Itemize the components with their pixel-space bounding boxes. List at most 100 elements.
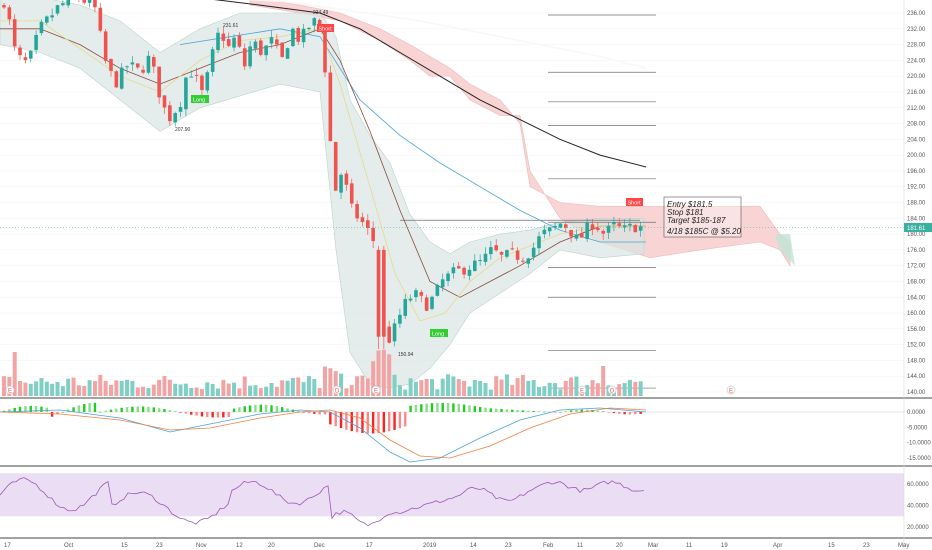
candle-body <box>66 0 70 6</box>
candle-body <box>633 225 638 233</box>
macd-hist-bar <box>511 409 514 412</box>
volume-bar <box>360 375 365 396</box>
macd-hist-bar <box>99 411 102 413</box>
volume-bar <box>125 379 130 396</box>
candle-body <box>18 47 22 56</box>
candle-body <box>248 46 252 67</box>
volume-bar <box>82 385 87 396</box>
macd-hist-bar <box>585 409 589 412</box>
volume-bar <box>317 388 322 396</box>
macd-hist-bar <box>34 406 38 412</box>
volume-bars <box>2 349 643 396</box>
macd-hist-bar <box>564 411 567 412</box>
macd-hist-bar <box>404 412 407 427</box>
candle-body <box>499 251 504 255</box>
macd-hist-bar <box>200 412 204 417</box>
volume-bar <box>633 381 638 396</box>
candle-body <box>93 0 97 8</box>
macd-hist-bar <box>190 412 193 415</box>
x-tick-label: Dec <box>314 543 325 549</box>
macd-hist-bar <box>72 407 75 412</box>
macd-hist-bar <box>179 412 182 413</box>
price-tick-label: 156.00 <box>907 327 926 333</box>
candle-body <box>55 5 60 14</box>
candle-body <box>473 260 477 272</box>
trade-note-stop: Stop $181 <box>667 208 703 217</box>
signal-long-1: Long <box>191 95 209 104</box>
volume-bar <box>413 381 418 396</box>
macd-hist-bar <box>329 412 332 425</box>
candle-body <box>114 71 119 88</box>
macd-hist-bar <box>420 404 423 412</box>
macd-hist-bar <box>264 404 268 412</box>
last-price-tag: 181.61 <box>904 223 932 232</box>
macd-hist-bar <box>350 412 353 432</box>
candle-body <box>82 0 87 3</box>
candle-body <box>339 174 343 193</box>
macd-hist-bar <box>248 405 252 412</box>
macd-hist-bar <box>634 412 637 415</box>
candle-body <box>269 37 274 44</box>
volume-bar <box>151 384 156 396</box>
macd-hist-bar <box>371 412 375 434</box>
candle-body <box>232 37 236 48</box>
macd-tick-label: -5.0000 <box>907 425 928 431</box>
macd-hist-bar <box>623 412 626 415</box>
macd-hist-bar <box>602 411 605 412</box>
candle-body <box>50 15 54 18</box>
event-marker <box>726 385 736 395</box>
macd-hist-bar <box>93 402 97 412</box>
candle-body <box>317 19 322 26</box>
candle-body <box>34 34 38 50</box>
macd-panel <box>0 402 904 463</box>
event-marker <box>577 385 587 395</box>
candle-body <box>510 248 515 250</box>
candle-body <box>387 326 391 343</box>
volume-bar <box>210 383 215 396</box>
candle-body <box>430 296 434 309</box>
ma-yellow-line <box>0 20 646 322</box>
macd-hist-bar <box>516 410 519 412</box>
candle-body <box>547 227 552 232</box>
volume-bar <box>290 377 295 396</box>
candle-body <box>216 32 220 51</box>
macd-hist-bar <box>569 410 573 412</box>
volume-bar <box>408 378 413 396</box>
volume-bar <box>376 350 381 396</box>
candle-body <box>173 113 177 123</box>
trade-note-target: Target $185-187 <box>667 216 726 225</box>
macd-hist-bar <box>270 405 273 412</box>
candle-body <box>109 59 113 71</box>
macd-hist-bar <box>13 407 16 412</box>
x-tick-label: 23 <box>156 543 163 549</box>
macd-hist-bar <box>286 408 289 412</box>
volume-bar <box>253 385 258 396</box>
candle-body <box>264 45 268 56</box>
candle-body <box>414 290 418 298</box>
candle-body <box>7 7 12 20</box>
horizontal-levels <box>0 14 904 389</box>
macd-hist-bar <box>393 412 396 430</box>
candle-body <box>526 258 531 264</box>
macd-hist-bar <box>18 406 22 412</box>
candle-body <box>403 298 408 316</box>
candle-body <box>622 225 627 228</box>
volume-bar <box>50 383 55 396</box>
trade-note-entry: Entry $181.5 <box>667 200 713 209</box>
macd-hist-bar <box>527 410 530 412</box>
candle-body <box>119 67 124 89</box>
candle-body <box>467 269 472 276</box>
macd-hist-bar <box>115 408 118 412</box>
volume-bar <box>446 374 451 396</box>
candle-body <box>45 16 49 23</box>
volume-bar <box>531 380 536 396</box>
candle-body <box>371 227 375 242</box>
candle-body <box>141 69 145 73</box>
candle-body <box>312 18 317 26</box>
volume-bar <box>355 376 360 396</box>
volume-bar <box>349 385 354 396</box>
candle-body <box>152 57 156 67</box>
macd-hist-bar <box>302 412 305 413</box>
candle-body <box>483 253 488 262</box>
macd-line <box>0 407 647 463</box>
